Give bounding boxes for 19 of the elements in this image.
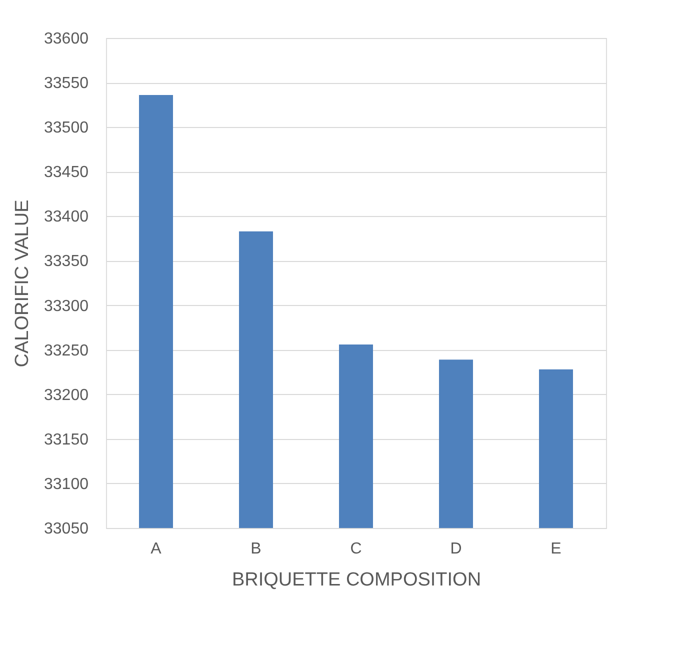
y-tick-label: 33600 [44, 30, 89, 48]
y-tick-label: 33150 [44, 431, 89, 448]
y-tick-label: 33050 [44, 520, 89, 538]
y-tick-label: 33250 [44, 342, 89, 360]
y-tick-label: 33200 [44, 386, 89, 404]
y-tick-label: 33450 [44, 164, 89, 182]
x-tick-label: C [350, 540, 362, 558]
y-tick-label: 33300 [44, 298, 89, 315]
y-tick-label: 33350 [44, 253, 89, 270]
x-tick-label: D [450, 540, 462, 558]
x-tick-label: A [150, 540, 162, 558]
y-tick-label: 33100 [44, 476, 89, 493]
x-tick-label: B [250, 540, 262, 558]
y-tick-label: 33550 [44, 75, 89, 92]
y-axis-title: CALORIFIC VALUE [12, 200, 34, 368]
y-tick-label: 33400 [44, 208, 89, 226]
x-axis-title: BRIQUETTE COMPOSITION [232, 570, 482, 590]
y-tick-label: 33500 [44, 120, 89, 137]
x-tick-label: E [550, 540, 562, 558]
